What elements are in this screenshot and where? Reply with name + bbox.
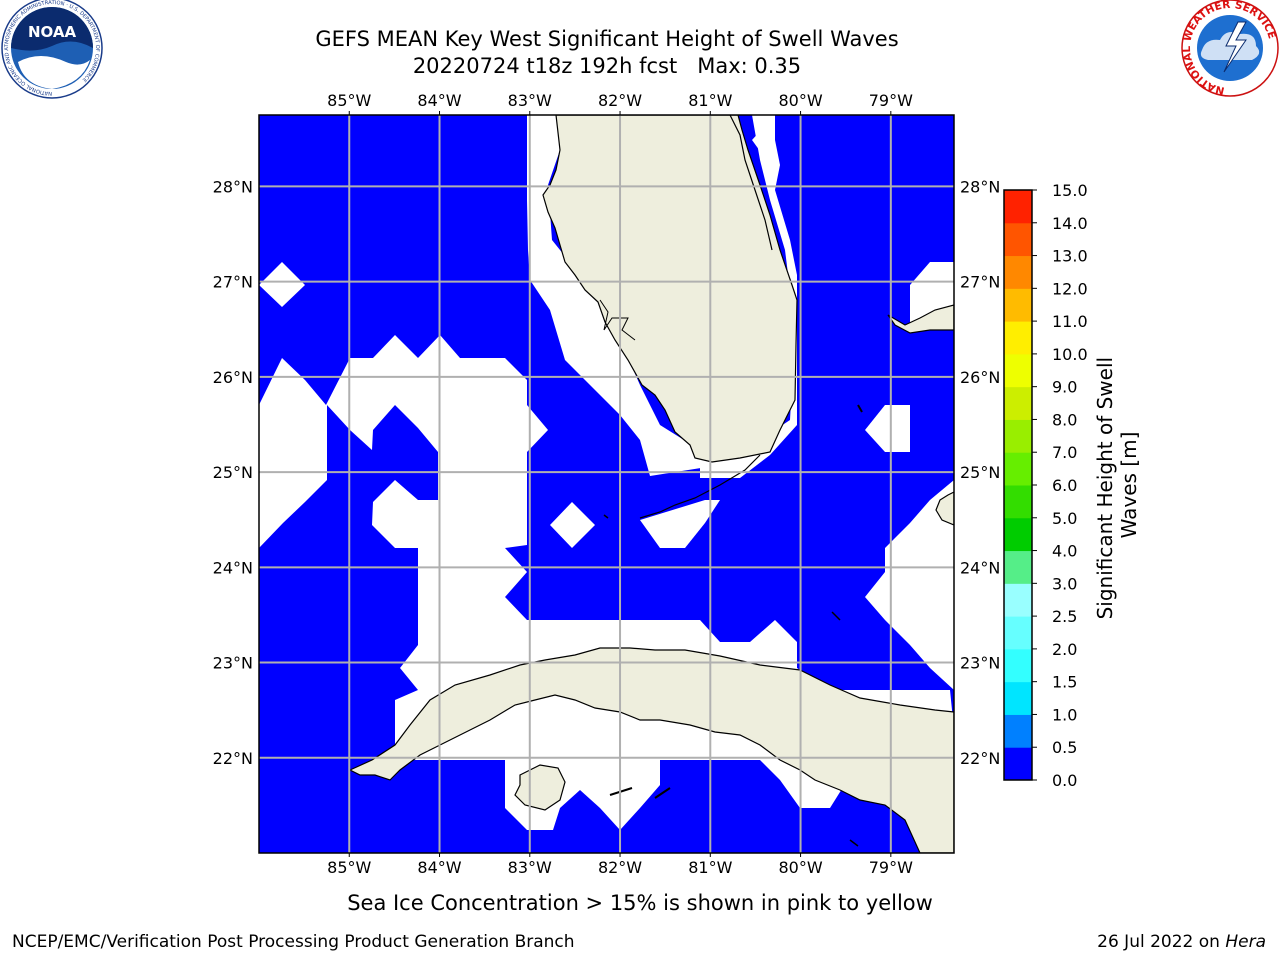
map-area [259,115,954,853]
colorbar-tick-label: 12.0 [1052,279,1088,298]
colorbar-tick-label: 9.0 [1052,378,1077,397]
lat-tick-label: 23°N [960,654,1000,673]
colorbar-tick-label: 2.0 [1052,640,1077,659]
footer-date: 26 Jul 2022 on Hera [1097,932,1266,952]
lon-tick-label: 84°W [417,858,461,877]
lat-tick-label: 23°N [213,654,253,673]
lon-tick-label: 84°W [417,91,461,110]
lon-tick-label: 81°W [688,858,732,877]
bahamas-land [887,304,954,334]
lon-tick-label: 83°W [508,858,552,877]
florida-keys [639,454,761,519]
lon-tick-label: 82°W [598,858,642,877]
colorbar-tick-label: 11.0 [1052,312,1088,331]
colorbar-swatch [1004,321,1032,355]
lon-tick-label: 79°W [869,858,913,877]
lat-tick-label: 25°N [960,463,1000,482]
colorbar-swatch [1004,681,1032,715]
noaa-logo-text: NOAA [28,23,77,41]
footer-credit: NCEP/EMC/Verification Post Processing Pr… [12,932,575,952]
lon-tick-label: 80°W [778,91,822,110]
noaa-logo: NOAA NATIONAL OCEANIC AND ATMOSPHERIC AD… [1,0,103,99]
isle-of-youth [514,764,566,811]
colorbar-swatch [1004,288,1032,322]
colorbar-swatch [1004,583,1032,617]
lat-tick-label: 24°N [213,558,253,577]
nws-logo: NATIONAL WEATHER SERVICE [1181,0,1279,97]
colorbar-swatch [1004,550,1032,584]
lat-labels-left: 28°N 27°N 26°N 25°N 24°N 23°N 22°N [213,177,253,767]
colorbar-swatch [1004,517,1032,552]
lat-tick-label: 24°N [960,558,1000,577]
graticule [259,115,954,853]
colorbar-swatch [1004,747,1032,781]
lat-tick-label: 25°N [213,463,253,482]
colorbar-swatch [1004,353,1032,388]
colorbar-swatch [1004,648,1032,683]
map-frame [258,114,955,854]
colorbar: 0.0 0.5 1.0 1.5 2.0 2.5 3.0 4.0 5.0 6.0 7.0 8.0 9.0 1… [1003,181,1088,790]
florida-land [542,115,798,463]
lon-tick-label: 83°W [508,91,552,110]
colorbar-tick-label: 6.0 [1052,476,1077,495]
chart-title: GEFS MEAN Key West Significant Height of… [260,26,954,80]
colorbar-tick-label: 8.0 [1052,410,1077,429]
colorbar-tick-label: 13.0 [1052,247,1088,266]
lon-tick-label: 81°W [688,91,732,110]
colorbar-swatch [1004,452,1032,486]
colorbar-swatch [1004,485,1032,519]
colorbar-swatch [1004,616,1032,650]
lat-tick-label: 28°N [960,177,1000,196]
colorbar-label: Significant Height of Swell Waves [m] [1093,351,1141,620]
colorbar-tick-label: 15.0 [1052,181,1088,200]
lon-tick-label: 80°W [778,858,822,877]
colorbar-tick-label: 2.5 [1052,607,1077,626]
lon-tick-label: 85°W [327,858,371,877]
lat-labels-right: 28°N 27°N 26°N 25°N 24°N 23°N 22°N [960,177,1000,767]
cuba-land [348,647,954,853]
colorbar-tick-label: 0.5 [1052,738,1077,757]
colorbar-swatch [1004,255,1032,289]
colorbar-tick-label: 5.0 [1052,509,1077,528]
lon-tick-label: 82°W [598,91,642,110]
colorbar-tick-label: 10.0 [1052,345,1088,364]
colorbar-tick-label: 1.5 [1052,673,1077,692]
colorbar-tick-label: 14.0 [1052,214,1088,233]
lat-tick-label: 27°N [213,273,253,292]
title-line-2: 20220724 t18z 192h fcst Max: 0.35 [412,54,802,78]
colorbar-swatch [1004,386,1032,420]
lon-tick-label: 79°W [869,91,913,110]
colorbar-tick-label: 3.0 [1052,574,1077,593]
colorbar-tick-label: 1.0 [1052,705,1077,724]
colorbar-swatch [1004,714,1032,748]
lat-tick-label: 27°N [960,273,1000,292]
lat-tick-label: 22°N [213,749,253,768]
lat-tick-label: 28°N [213,177,253,196]
lat-tick-label: 26°N [960,368,1000,387]
colorbar-tick-label: 4.0 [1052,542,1077,561]
lat-tick-label: 22°N [960,749,1000,768]
colorbar-swatch [1004,222,1032,257]
sea-ice-note: Sea Ice Concentration > 15% is shown in … [347,891,933,915]
lon-labels-bottom: 85°W 84°W 83°W 82°W 81°W 80°W 79°W [327,853,913,877]
lon-tick-label: 85°W [327,91,371,110]
title-line-1: GEFS MEAN Key West Significant Height of… [315,27,899,51]
lon-labels-top: 85°W 84°W 83°W 82°W 81°W 80°W 79°W [327,91,913,115]
footer-host: Hera [1225,932,1266,952]
footer-date-text: 26 Jul 2022 on [1097,932,1226,952]
colorbar-tick-label: 7.0 [1052,443,1077,462]
colorbar-swatch [1004,190,1032,224]
lat-tick-label: 26°N [213,368,253,387]
colorbar-tick-label: 0.0 [1052,771,1077,790]
colorbar-swatch [1004,419,1032,453]
